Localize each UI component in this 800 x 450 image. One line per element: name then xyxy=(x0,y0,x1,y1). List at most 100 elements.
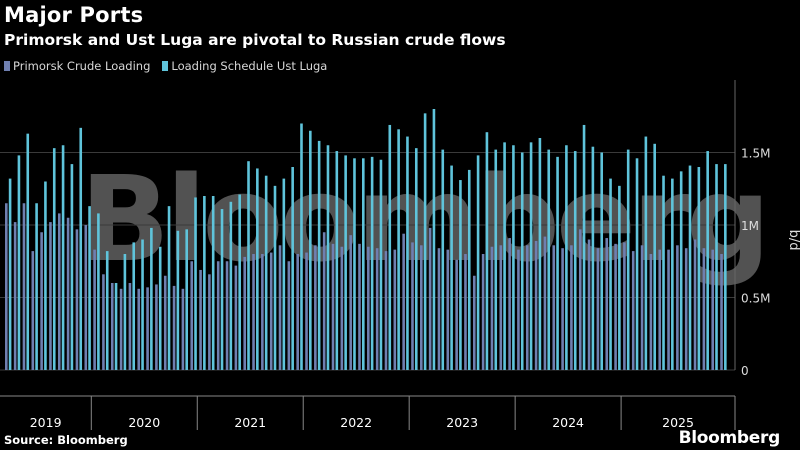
bar-primorsk xyxy=(420,245,423,370)
x-tick-label: 2024 xyxy=(552,415,584,430)
bar-ust-luga xyxy=(44,181,47,370)
bar-primorsk xyxy=(40,232,43,370)
bar-primorsk xyxy=(587,239,591,370)
bar-ust-luga xyxy=(565,145,568,370)
bar-primorsk xyxy=(525,245,529,370)
bar-ust-luga xyxy=(79,127,83,370)
legend-swatch-primorsk xyxy=(4,61,10,71)
bar-ust-luga xyxy=(70,164,74,370)
bar-ust-luga xyxy=(105,251,109,370)
bar-ust-luga xyxy=(423,113,427,370)
bar-primorsk xyxy=(481,254,485,370)
bar-ust-luga xyxy=(591,146,595,370)
bar-primorsk xyxy=(119,288,123,370)
bar-ust-luga xyxy=(441,149,445,370)
bar-ust-luga xyxy=(264,175,268,370)
x-tick-label: 2022 xyxy=(340,415,372,430)
bar-ust-luga xyxy=(26,133,30,370)
y-tick-label: 0 xyxy=(741,364,749,378)
bar-primorsk xyxy=(216,261,220,370)
bar-primorsk xyxy=(437,248,441,370)
bar-primorsk xyxy=(623,242,626,370)
bar-ust-luga xyxy=(211,196,215,370)
bar-primorsk xyxy=(358,243,361,370)
bar-primorsk xyxy=(234,265,238,370)
bar-ust-luga xyxy=(450,165,453,370)
bar-ust-luga xyxy=(35,203,38,370)
bar-primorsk xyxy=(243,256,247,370)
bar-primorsk xyxy=(137,288,141,370)
y-tick-label: 1M xyxy=(741,219,759,233)
legend: Primorsk Crude Loading Loading Schedule … xyxy=(4,59,327,73)
legend-item-ust-luga: Loading Schedule Ust Luga xyxy=(162,59,327,73)
legend-item-primorsk: Primorsk Crude Loading xyxy=(4,59,150,73)
bar-ust-luga xyxy=(724,164,727,370)
bar-ust-luga xyxy=(688,165,692,370)
y-tick-label: 0.5M xyxy=(741,292,770,306)
bar-ust-luga xyxy=(317,140,321,370)
bar-ust-luga xyxy=(256,168,259,370)
bar-ust-luga xyxy=(238,194,241,370)
bar-ust-luga xyxy=(414,148,418,370)
bar-primorsk xyxy=(543,236,547,370)
bar-primorsk xyxy=(146,287,149,370)
bar-ust-luga xyxy=(132,242,136,370)
bar-ust-luga xyxy=(573,151,577,370)
bar-ust-luga xyxy=(362,158,365,370)
bar-primorsk xyxy=(252,254,255,370)
bar-primorsk xyxy=(570,245,573,370)
bar-ust-luga xyxy=(141,239,144,370)
bar-primorsk xyxy=(693,239,697,370)
source-note: Source: Bloomberg xyxy=(4,433,128,447)
bar-ust-luga xyxy=(635,158,639,370)
chart-subtitle: Primorsk and Ust Luga are pivotal to Rus… xyxy=(4,31,506,49)
bar-ust-luga xyxy=(247,161,250,370)
bar-ust-luga xyxy=(353,158,356,370)
bar-ust-luga xyxy=(644,136,648,370)
bar-primorsk xyxy=(499,245,503,370)
bar-primorsk xyxy=(402,233,405,370)
bar-primorsk xyxy=(464,254,467,370)
bar-ust-luga xyxy=(123,254,127,370)
bar-primorsk xyxy=(472,275,476,370)
bar-ust-luga xyxy=(61,145,65,370)
bar-ust-luga xyxy=(203,196,206,370)
bar-primorsk xyxy=(428,227,432,370)
bar-primorsk xyxy=(446,249,450,370)
bar-primorsk xyxy=(22,203,26,370)
bar-primorsk xyxy=(181,288,185,370)
bar-ust-luga xyxy=(229,201,233,370)
bar-ust-luga xyxy=(114,283,118,370)
legend-label-primorsk: Primorsk Crude Loading xyxy=(13,59,151,73)
bar-ust-luga xyxy=(547,149,551,370)
bar-primorsk xyxy=(614,243,617,370)
bar-primorsk xyxy=(534,240,538,370)
bar-ust-luga xyxy=(406,136,409,370)
x-tick-label: 2021 xyxy=(234,415,266,430)
bar-primorsk xyxy=(720,254,723,370)
bar-primorsk xyxy=(411,242,414,370)
bar-primorsk xyxy=(340,246,344,370)
bar-primorsk xyxy=(490,246,494,370)
bar-ust-luga xyxy=(467,169,471,370)
bloomberg-logo: Bloomberg xyxy=(678,428,781,448)
x-tick-label: 2019 xyxy=(30,415,62,430)
bar-primorsk xyxy=(631,251,635,370)
bar-ust-luga xyxy=(167,206,171,370)
bar-ust-luga xyxy=(715,164,718,370)
bar-primorsk xyxy=(367,246,370,370)
chart-title: Major Ports xyxy=(4,3,144,27)
bar-ust-luga xyxy=(326,145,330,370)
bar-primorsk xyxy=(172,285,176,370)
bar-ust-luga xyxy=(158,246,162,370)
bar-ust-luga xyxy=(512,145,515,370)
bar-ust-luga xyxy=(706,151,709,370)
bar-primorsk xyxy=(225,261,229,370)
bar-primorsk xyxy=(517,249,520,370)
bar-ust-luga xyxy=(697,167,701,370)
bar-primorsk xyxy=(552,245,556,370)
bar-ust-luga xyxy=(309,130,312,370)
bar-ust-luga xyxy=(52,148,56,370)
bar-ust-luga xyxy=(300,123,303,370)
